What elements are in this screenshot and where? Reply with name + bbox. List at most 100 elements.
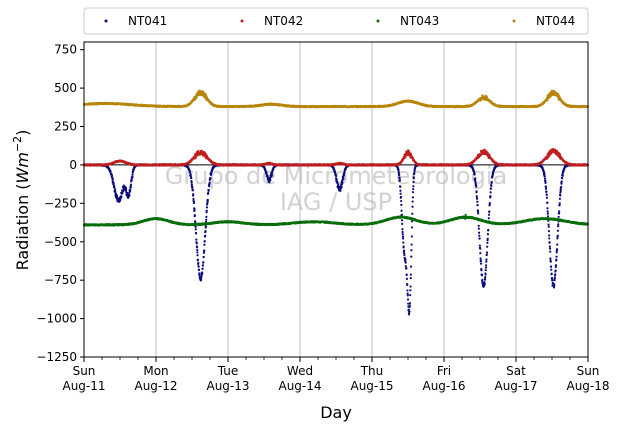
data-point [402,245,405,248]
data-point [546,212,549,215]
data-point [188,171,192,174]
data-point [406,298,410,301]
data-point [208,185,211,188]
data-point [201,267,204,270]
data-point [410,235,413,238]
data-point [409,293,412,297]
data-point [335,174,338,178]
data-point [122,189,125,192]
data-point [196,251,199,254]
data-point [478,237,481,240]
data-point [131,173,134,176]
data-point [555,255,558,258]
data-point [557,215,560,219]
data-point [121,192,124,195]
data-point [559,189,562,192]
data-point [408,310,411,313]
data-point [204,224,207,228]
data-point [129,188,132,191]
data-point [554,273,557,276]
data-point [193,214,196,217]
data-point [545,193,548,196]
data-point [412,185,415,188]
data-point [555,258,558,261]
data-point [484,266,488,269]
data-point [560,177,564,180]
data-point [125,188,128,191]
data-point [196,254,199,257]
data-point [557,223,560,226]
data-point [546,201,549,204]
data-point [269,179,272,182]
data-point [409,153,413,156]
data-point [270,173,274,177]
data-point [408,302,412,305]
data-point [397,169,400,172]
data-point [111,177,114,181]
data-point [205,215,208,218]
data-point [485,264,488,267]
data-point [206,198,209,202]
data-point [476,204,479,207]
data-point [129,183,133,186]
data-point [209,173,213,176]
data-point [474,177,477,180]
data-point [196,258,200,261]
data-point [411,191,415,194]
data-point [485,260,488,263]
data-point [335,178,338,181]
data-point [190,176,193,180]
data-point [485,253,488,256]
data-point [195,246,199,249]
data-point [401,232,404,236]
data-point [485,251,489,254]
data-point [401,230,404,234]
data-point [410,226,414,229]
data-point [557,212,561,215]
data-point [189,173,192,176]
data-point [195,238,198,241]
data-point [475,190,478,193]
data-point [476,197,479,200]
data-point [403,253,406,257]
data-point [192,201,196,205]
data-point [194,228,197,231]
data-point [399,195,403,199]
data-point [266,174,269,177]
data-point [204,234,207,237]
data-point [265,171,268,174]
data-point [340,185,343,189]
data-point [490,184,493,188]
data-point [398,173,401,177]
data-point [198,272,201,275]
data-point [553,276,556,279]
legend-label-NT044: NT044 [536,14,575,28]
data-point [560,185,563,189]
data-point [405,277,409,281]
data-point [544,181,547,184]
data-point [196,248,199,252]
legend-marker-NT043 [376,19,380,23]
data-point [476,200,479,203]
data-point [337,183,340,186]
data-point [548,241,551,244]
data-point [398,179,401,182]
data-point [484,276,487,279]
data-point [401,222,404,226]
data-point [203,249,206,252]
data-point [546,215,550,218]
data-point [410,249,413,252]
data-point [398,177,401,180]
data-point [554,269,557,272]
data-point [553,285,556,288]
data-point [404,261,407,264]
data-point [402,249,406,252]
data-point [558,202,561,205]
data-point [411,200,414,203]
data-point [116,195,119,198]
legend: NT041 NT042 NT043 NT044 [83,7,589,35]
data-point [404,258,407,261]
data-point [208,181,211,184]
data-point [547,223,550,226]
data-point [560,180,563,183]
